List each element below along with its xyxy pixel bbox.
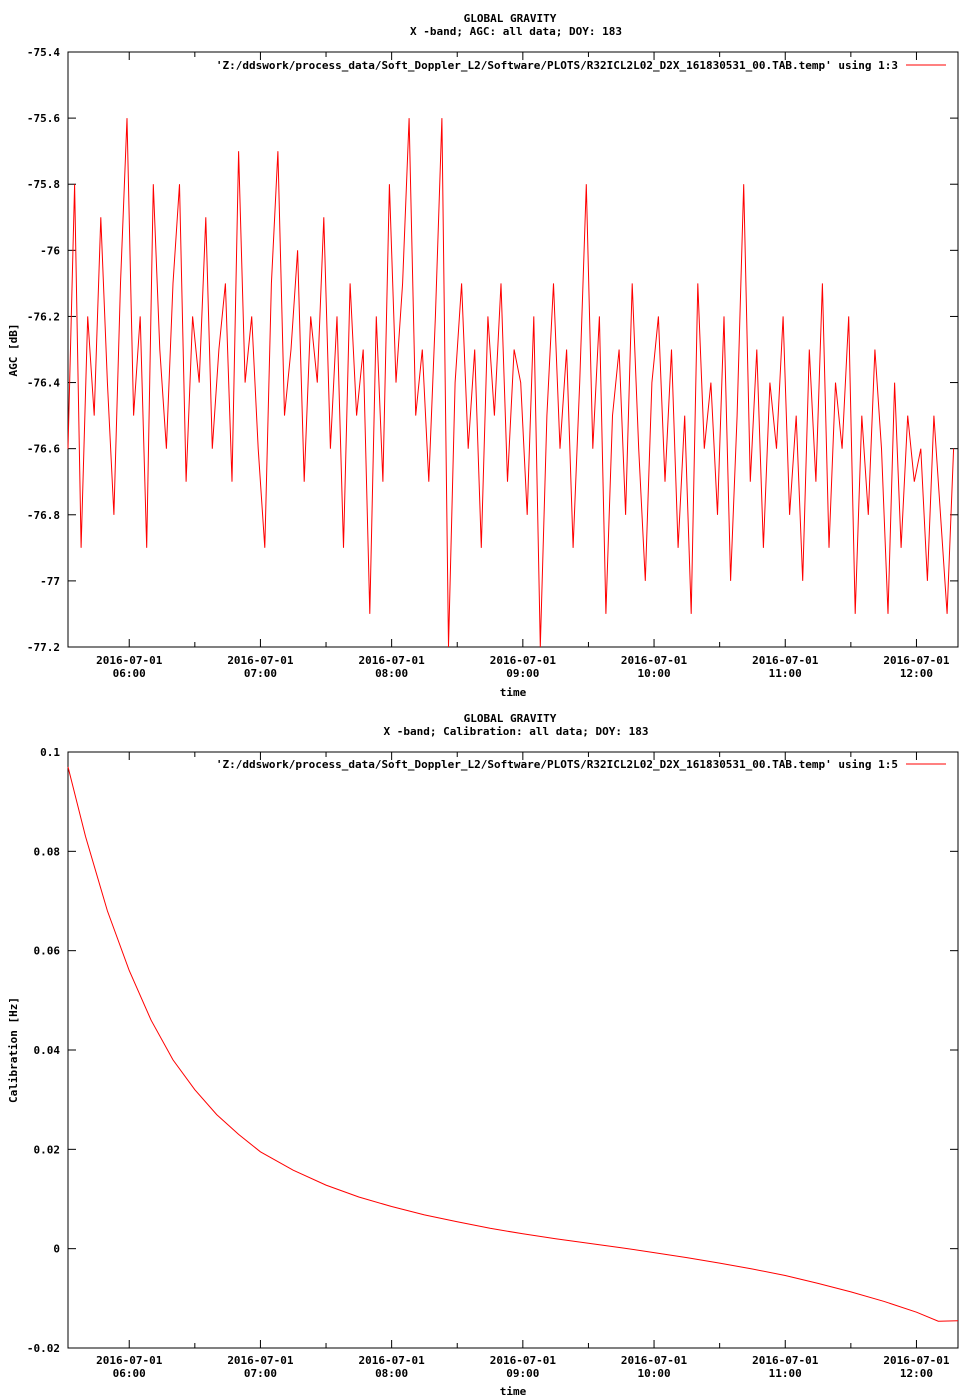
y-tick-label: 0.08 bbox=[34, 845, 61, 858]
y-tick-label: -76.8 bbox=[27, 509, 60, 522]
x-tick-date-label: 2016-07-01 bbox=[752, 1354, 819, 1367]
cal-yticks: 0.1 0.08 0.06 0.04 0.02 0 -0.02 bbox=[27, 746, 958, 1355]
x-tick-time-label: 12:00 bbox=[900, 1367, 933, 1380]
x-tick-time-label: 07:00 bbox=[244, 667, 277, 680]
y-tick-label: -75.6 bbox=[27, 112, 60, 125]
cal-xticks: 2016-07-0106:002016-07-0107:002016-07-01… bbox=[96, 752, 950, 1380]
x-tick-date-label: 2016-07-01 bbox=[883, 1354, 950, 1367]
y-tick-label: -76.4 bbox=[27, 377, 60, 390]
agc-subtitle: X -band; AGC: all data; DOY: 183 bbox=[410, 25, 622, 38]
x-tick-time-label: 10:00 bbox=[637, 667, 670, 680]
x-tick-time-label: 07:00 bbox=[244, 1367, 277, 1380]
y-tick-label: -76.2 bbox=[27, 310, 60, 323]
x-tick-time-label: 09:00 bbox=[506, 667, 539, 680]
agc-yticks: -75.4 -75.6 -75.8 -76 -76.2 -76.4 -76.6 -76.8 -7… bbox=[27, 46, 958, 654]
x-tick-date-label: 2016-07-01 bbox=[359, 654, 426, 667]
x-tick-date-label: 2016-07-01 bbox=[883, 654, 950, 667]
y-tick-label: -77.2 bbox=[27, 641, 60, 654]
x-tick-time-label: 08:00 bbox=[375, 1367, 408, 1380]
cal-xlabel: time bbox=[500, 1385, 527, 1398]
agc-xticks: 2016-07-0106:002016-07-0107:002016-07-01… bbox=[96, 52, 950, 680]
x-tick-time-label: 12:00 bbox=[900, 667, 933, 680]
y-tick-label: -75.4 bbox=[27, 46, 60, 59]
agc-panel: GLOBAL GRAVITY X -band; AGC: all data; D… bbox=[7, 12, 959, 699]
x-tick-date-label: 2016-07-01 bbox=[227, 654, 294, 667]
cal-subtitle: X -band; Calibration: all data; DOY: 183 bbox=[384, 725, 649, 738]
cal-legend-label: 'Z:/ddswork/process_data/Soft_Doppler_L2… bbox=[216, 758, 898, 771]
x-tick-date-label: 2016-07-01 bbox=[621, 654, 688, 667]
y-tick-label: -76 bbox=[40, 244, 60, 257]
x-tick-time-label: 09:00 bbox=[506, 1367, 539, 1380]
y-tick-label: 0.1 bbox=[40, 746, 60, 759]
calibration-panel: GLOBAL GRAVITY X -band; Calibration: all… bbox=[7, 712, 959, 1398]
y-tick-label: -76.6 bbox=[27, 443, 60, 456]
agc-xlabel: time bbox=[500, 686, 527, 699]
x-tick-time-label: 11:00 bbox=[769, 1367, 802, 1380]
y-tick-label: -77 bbox=[40, 575, 60, 588]
cal-series-line bbox=[67, 766, 959, 1322]
cal-title: GLOBAL GRAVITY bbox=[464, 712, 557, 725]
x-tick-time-label: 08:00 bbox=[375, 667, 408, 680]
y-tick-label: 0.02 bbox=[34, 1143, 61, 1156]
y-tick-label: -75.8 bbox=[27, 178, 60, 191]
cal-legend: 'Z:/ddswork/process_data/Soft_Doppler_L2… bbox=[216, 758, 946, 771]
y-tick-label: 0 bbox=[53, 1243, 60, 1256]
agc-plot-frame bbox=[67, 51, 959, 648]
cal-ylabel: Calibration [Hz] bbox=[7, 997, 20, 1103]
y-tick-label: -0.02 bbox=[27, 1342, 60, 1355]
agc-ylabel: AGC [dB] bbox=[7, 324, 20, 377]
x-tick-date-label: 2016-07-01 bbox=[621, 1354, 688, 1367]
agc-legend: 'Z:/ddswork/process_data/Soft_Doppler_L2… bbox=[216, 59, 946, 72]
x-tick-date-label: 2016-07-01 bbox=[359, 1354, 426, 1367]
x-tick-date-label: 2016-07-01 bbox=[752, 654, 819, 667]
x-tick-time-label: 06:00 bbox=[113, 1367, 146, 1380]
agc-series-line bbox=[67, 118, 955, 648]
x-tick-time-label: 06:00 bbox=[113, 667, 146, 680]
agc-legend-label: 'Z:/ddswork/process_data/Soft_Doppler_L2… bbox=[216, 59, 898, 72]
x-tick-date-label: 2016-07-01 bbox=[96, 1354, 163, 1367]
x-tick-date-label: 2016-07-01 bbox=[490, 654, 557, 667]
x-tick-date-label: 2016-07-01 bbox=[96, 654, 163, 667]
y-tick-label: 0.06 bbox=[34, 945, 61, 958]
y-tick-label: 0.04 bbox=[34, 1044, 61, 1057]
cal-plot-frame bbox=[67, 751, 959, 1349]
x-tick-date-label: 2016-07-01 bbox=[490, 1354, 557, 1367]
x-tick-date-label: 2016-07-01 bbox=[227, 1354, 294, 1367]
x-tick-time-label: 11:00 bbox=[769, 667, 802, 680]
x-tick-time-label: 10:00 bbox=[637, 1367, 670, 1380]
agc-title: GLOBAL GRAVITY bbox=[464, 12, 557, 25]
